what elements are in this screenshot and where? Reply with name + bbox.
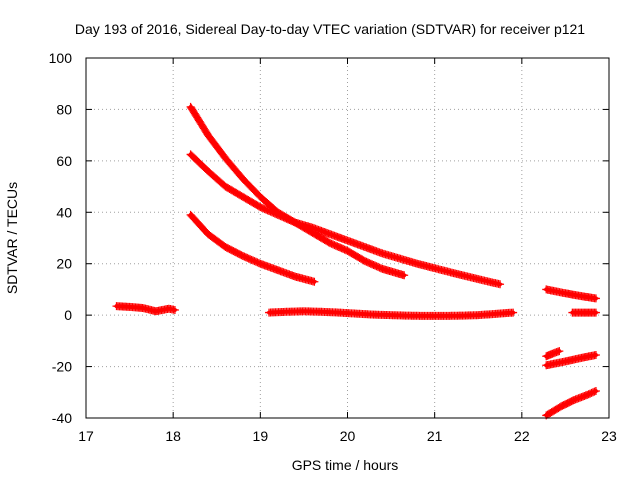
chart-title: Day 193 of 2016, Sidereal Day-to-day VTE…	[75, 21, 585, 37]
y-axis-ticks: -40 -20 0 20 40 60 80 100	[49, 50, 609, 426]
y-tick-label: -40	[52, 410, 72, 426]
y-tick-label: 40	[56, 204, 72, 220]
x-axis-ticks: 17 18 19 20 21 22 23	[78, 58, 617, 444]
y-tick-label: 20	[56, 256, 72, 272]
series-band	[544, 353, 598, 368]
series-s7	[568, 308, 600, 317]
y-tick-label: -20	[52, 359, 72, 375]
series-s1	[112, 302, 179, 316]
series-band	[267, 309, 516, 318]
series-s10	[542, 387, 600, 420]
series-s6	[542, 285, 600, 303]
series-band	[114, 304, 177, 314]
series-s8	[542, 347, 564, 361]
x-tick-label: 19	[253, 428, 269, 444]
series-band	[188, 152, 502, 287]
series-s5	[265, 307, 518, 320]
series-band	[544, 389, 598, 418]
x-tick-label: 21	[427, 428, 443, 444]
x-tick-label: 20	[340, 428, 356, 444]
x-tick-label: 17	[78, 428, 94, 444]
series-band	[544, 349, 562, 359]
x-tick-label: 22	[514, 428, 530, 444]
y-tick-label: 0	[64, 307, 72, 323]
x-axis-label: GPS time / hours	[292, 457, 399, 473]
x-tick-label: 23	[601, 428, 617, 444]
y-tick-label: 80	[56, 101, 72, 117]
series-s9	[542, 351, 600, 370]
series-s3	[186, 150, 505, 289]
y-tick-label: 60	[56, 153, 72, 169]
y-tick-label: 100	[49, 50, 73, 66]
series-band	[188, 212, 317, 284]
series-band	[544, 287, 598, 301]
x-tick-label: 18	[165, 428, 181, 444]
series-s4	[186, 210, 319, 286]
data-series	[112, 102, 600, 420]
y-axis-label: SDTVAR / TECUs	[4, 182, 20, 294]
